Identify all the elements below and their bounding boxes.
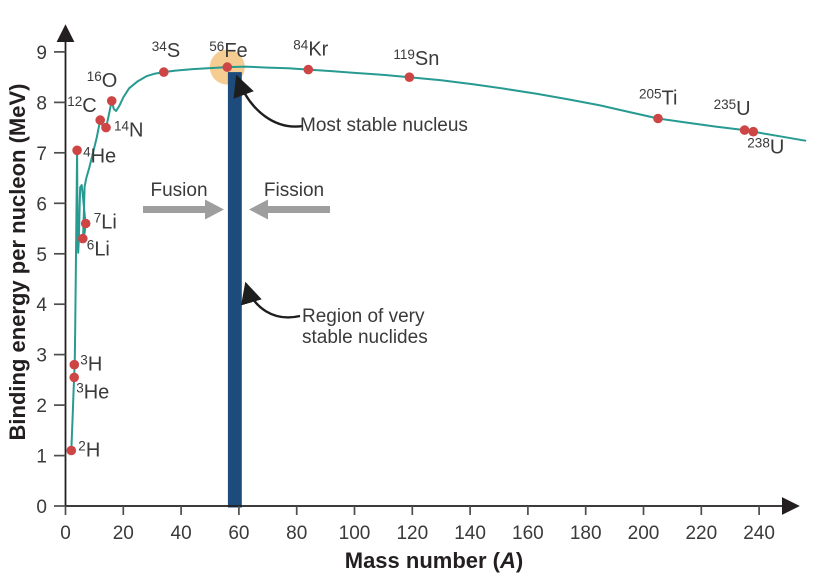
isotope-205Ti: 205Ti bbox=[639, 87, 677, 124]
isotope-4He: 4He bbox=[72, 144, 116, 167]
fusion-label: Fusion bbox=[150, 180, 207, 201]
x-tick-label: 220 bbox=[685, 523, 717, 544]
isotope-3He: 3He bbox=[69, 372, 109, 403]
isotope-label: 2H bbox=[78, 439, 100, 462]
y-tick-label: 8 bbox=[36, 93, 47, 114]
x-tick-label: 20 bbox=[113, 523, 134, 544]
data-point bbox=[222, 62, 233, 72]
y-axis-title: Binding energy per nucleon (MeV) bbox=[5, 84, 30, 441]
y-tick-label: 6 bbox=[36, 194, 47, 215]
isotope-label: 56Fe bbox=[209, 39, 247, 62]
isotope-235U: 235U bbox=[714, 97, 751, 135]
data-point bbox=[69, 372, 79, 383]
y-tick-label: 5 bbox=[36, 245, 47, 266]
isotope-56Fe: 56Fe bbox=[209, 39, 248, 72]
x-tick-label: 140 bbox=[454, 523, 486, 544]
data-point bbox=[80, 218, 91, 229]
data-point bbox=[78, 233, 88, 244]
y-tick-label: 1 bbox=[36, 447, 47, 468]
isotope-label: 7Li bbox=[94, 211, 117, 234]
x-tick-label: 60 bbox=[228, 523, 249, 544]
isotope-label: 14N bbox=[114, 119, 143, 142]
isotope-119Sn: 119Sn bbox=[393, 47, 439, 82]
isotope-label: 84Kr bbox=[293, 38, 328, 61]
isotope-label: 3H bbox=[80, 353, 102, 376]
data-point bbox=[748, 126, 759, 137]
binding-energy-curve bbox=[70, 65, 807, 452]
stable-region-bar bbox=[227, 72, 242, 508]
data-point bbox=[69, 359, 80, 370]
stable-region-arrow-icon bbox=[241, 281, 301, 319]
callouts: Most stable nucleus Region of very stabl… bbox=[233, 74, 468, 348]
isotope-12C: 12C bbox=[67, 94, 105, 125]
data-point bbox=[159, 67, 169, 77]
x-tick-label: 0 bbox=[60, 523, 71, 544]
stable-region-label-line1: Region of very bbox=[302, 306, 425, 327]
isotope-14N: 14N bbox=[101, 119, 143, 142]
isotope-points-layer: 2H 3He 3H 4He 6Li 7Li 12C 14N 16O 34S 56Fe 84Kr 119S… bbox=[66, 38, 784, 462]
y-ticks: 0 1 2 3 4 5 6 7 8 9 bbox=[36, 43, 66, 518]
data-point bbox=[404, 72, 415, 82]
isotope-label: 6Li bbox=[87, 238, 110, 261]
most-stable-arrow-icon bbox=[233, 74, 304, 128]
x-tick-label: 80 bbox=[286, 523, 307, 544]
isotope-label: 238U bbox=[747, 136, 784, 159]
isotope-7Li: 7Li bbox=[80, 211, 117, 234]
y-tick-label: 2 bbox=[36, 396, 47, 417]
x-tick-label: 240 bbox=[743, 523, 775, 544]
isotope-16O: 16O bbox=[87, 69, 118, 106]
curve-layer bbox=[70, 65, 807, 452]
most-stable-label: Most stable nucleus bbox=[300, 115, 468, 136]
y-tick-label: 7 bbox=[36, 144, 47, 165]
stable-region-layer bbox=[209, 49, 245, 508]
isotope-label: 119Sn bbox=[393, 47, 439, 70]
data-point bbox=[72, 145, 82, 156]
isotope-label: 34S bbox=[152, 39, 180, 62]
isotope-238U: 238U bbox=[747, 126, 784, 159]
x-ticks: 0 20 40 60 80 100 120 140 160 180 200 220 240 bbox=[60, 506, 775, 544]
y-tick-label: 4 bbox=[36, 295, 47, 316]
isotope-label: 205Ti bbox=[639, 87, 677, 110]
process-annotations: Fusion Fission bbox=[143, 180, 330, 220]
isotope-label: 16O bbox=[87, 69, 118, 92]
x-tick-label: 180 bbox=[570, 523, 602, 544]
isotope-6Li: 6Li bbox=[78, 233, 110, 261]
fission-arrow-icon bbox=[249, 199, 330, 220]
y-tick-label: 9 bbox=[36, 43, 47, 64]
axes-layer: 0 20 40 60 80 100 120 140 160 180 200 220 240 0 1 2 3 4 5… bbox=[36, 24, 800, 544]
isotope-84Kr: 84Kr bbox=[293, 38, 329, 75]
x-tick-label: 100 bbox=[339, 523, 371, 544]
y-tick-label: 0 bbox=[36, 497, 47, 518]
data-point bbox=[66, 445, 77, 456]
isotope-label: 4He bbox=[83, 144, 116, 167]
isotope-3H: 3H bbox=[69, 353, 102, 376]
isotope-label: 3He bbox=[76, 380, 109, 403]
data-point bbox=[101, 122, 111, 133]
isotope-label: 12C bbox=[67, 94, 96, 117]
data-point bbox=[106, 96, 117, 106]
data-point bbox=[653, 113, 663, 124]
data-point bbox=[739, 125, 750, 135]
stable-region-label-line2: stable nuclides bbox=[302, 327, 428, 348]
x-tick-label: 120 bbox=[396, 523, 428, 544]
data-point bbox=[303, 64, 314, 75]
fusion-arrow-icon bbox=[143, 199, 224, 220]
x-axis-title: Mass number (A) bbox=[345, 548, 523, 573]
y-tick-label: 3 bbox=[36, 346, 47, 367]
x-tick-label: 200 bbox=[628, 523, 660, 544]
data-point bbox=[95, 115, 105, 125]
isotope-label: 235U bbox=[714, 97, 751, 120]
x-tick-label: 160 bbox=[512, 523, 544, 544]
isotope-34S: 34S bbox=[152, 39, 180, 77]
isotope-2H: 2H bbox=[66, 439, 100, 462]
x-tick-label: 40 bbox=[171, 523, 192, 544]
fission-label: Fission bbox=[264, 180, 324, 201]
axis-titles: Mass number (A) Binding energy per nucle… bbox=[5, 84, 523, 573]
